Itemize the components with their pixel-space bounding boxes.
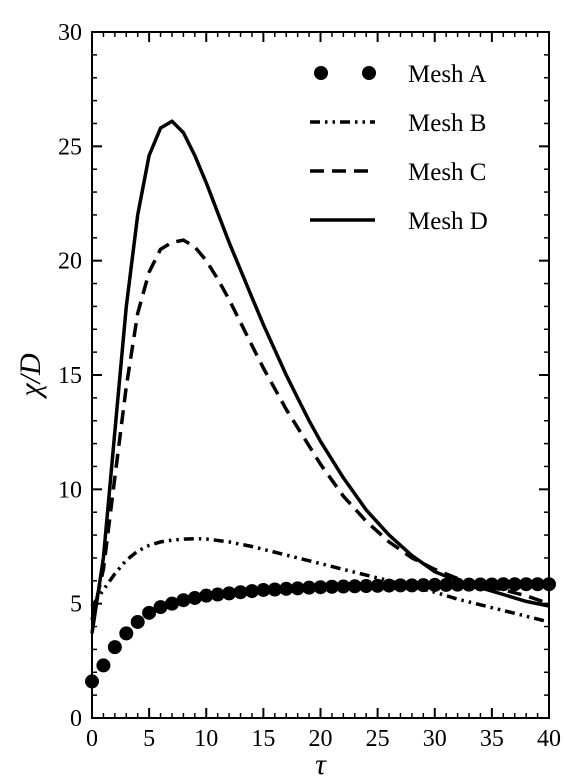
data-point (507, 577, 522, 592)
data-point (119, 626, 134, 641)
legend-marker-mesh-a (314, 66, 328, 80)
data-point (176, 593, 191, 608)
data-point (96, 658, 111, 673)
data-point (267, 582, 282, 597)
y-tick-label: 25 (58, 134, 82, 160)
data-point (530, 577, 545, 592)
data-point (153, 600, 168, 615)
x-tick-label: 10 (194, 726, 218, 752)
data-point (313, 580, 328, 595)
y-tick-label: 10 (58, 477, 82, 503)
data-point (324, 579, 339, 594)
x-tick-label: 5 (143, 726, 155, 752)
legend-marker-mesh-a (362, 66, 376, 80)
data-point (222, 586, 237, 601)
data-point (187, 590, 202, 605)
data-point (164, 596, 179, 611)
y-tick-label: 30 (58, 20, 82, 46)
data-point (85, 674, 99, 689)
y-axis-label: χ/D (14, 353, 47, 400)
data-point (210, 587, 225, 602)
legend-label-mesh-d: Mesh D (408, 208, 488, 235)
data-point (336, 579, 351, 594)
data-point (279, 581, 294, 596)
y-tick-label: 0 (70, 706, 82, 732)
data-point (233, 585, 248, 600)
data-point (142, 605, 157, 620)
data-point (302, 580, 317, 595)
x-tick-label: 35 (480, 726, 504, 752)
x-tick-label: 15 (251, 726, 275, 752)
x-tick-label: 25 (366, 726, 390, 752)
series-line-mesh-b (90, 536, 550, 624)
data-point (244, 584, 259, 599)
series-group (85, 119, 556, 689)
legend-label-mesh-c: Mesh C (408, 159, 486, 186)
series-line-mesh-c (90, 238, 550, 621)
x-tick-label: 0 (86, 726, 98, 752)
series-line-mesh-d (90, 119, 550, 634)
x-tick-label: 20 (309, 726, 333, 752)
data-point (290, 581, 305, 596)
legend: Mesh A Mesh B Mesh C Mesh D (310, 61, 488, 235)
data-point (107, 640, 122, 655)
legend-label-mesh-b: Mesh B (408, 110, 486, 137)
y-tick-label: 20 (58, 249, 82, 275)
data-point (370, 578, 385, 593)
x-axis-label: τ (315, 748, 327, 778)
axis-ticks: 0 5 10 15 20 25 30 35 40 0 5 10 15 20 25 30 (58, 20, 561, 752)
y-tick-label: 15 (58, 363, 82, 389)
data-point (542, 577, 556, 592)
data-point (256, 582, 271, 597)
x-tick-label: 40 (537, 726, 561, 752)
legend-label-mesh-a: Mesh A (408, 61, 486, 88)
data-point (347, 579, 362, 594)
x-tick-label: 30 (423, 726, 447, 752)
series-mesh-a (85, 577, 556, 689)
data-point (439, 577, 454, 592)
data-point (130, 614, 145, 629)
data-point (427, 577, 442, 592)
data-point (199, 588, 214, 603)
data-point (359, 579, 374, 594)
data-point (519, 577, 534, 592)
y-tick-label: 5 (70, 592, 82, 618)
